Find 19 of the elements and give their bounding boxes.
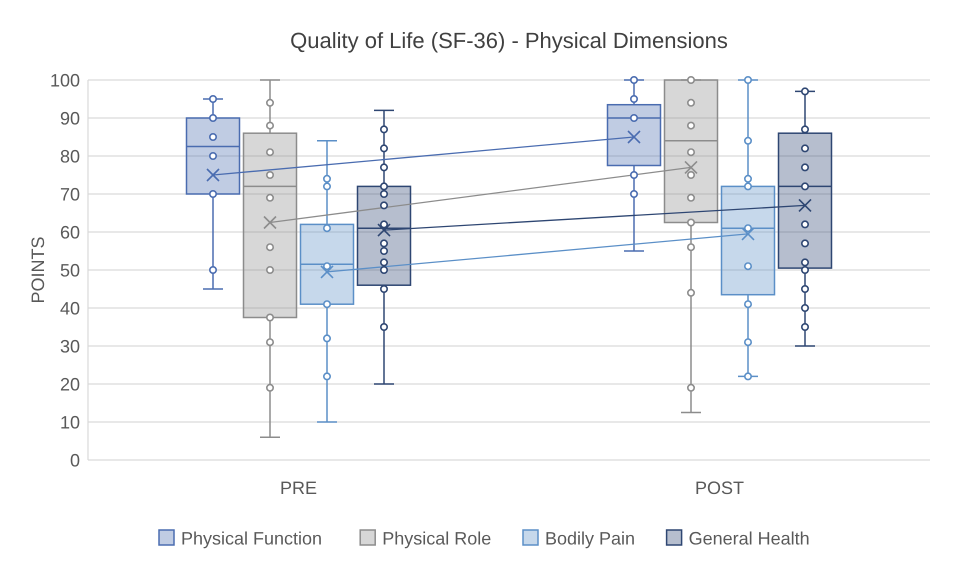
chart-title: Quality of Life (SF-36) - Physical Dimensions [290,28,728,53]
y-tick-label: 50 [60,260,80,280]
y-tick-label: 60 [60,222,80,242]
y-tick-label: 40 [60,298,80,318]
legend-label: Bodily Pain [545,528,636,548]
legend-label: Physical Role [382,528,492,548]
legend-label: Physical Function [181,528,322,548]
y-tick-label: 70 [60,184,80,204]
y-tick-label: 100 [50,70,80,90]
legend-label: General Health [688,528,810,548]
y-axis-title: POINTS [28,236,48,304]
y-tick-label: 10 [60,412,80,432]
y-tick-label: 90 [60,108,80,128]
y-tick-label: 80 [60,146,80,166]
y-tick-label: 30 [60,336,80,356]
x-tick-label: POST [694,478,744,498]
y-tick-label: 0 [70,450,80,470]
y-tick-label: 20 [60,374,80,394]
x-tick-label: PRE [280,478,318,498]
